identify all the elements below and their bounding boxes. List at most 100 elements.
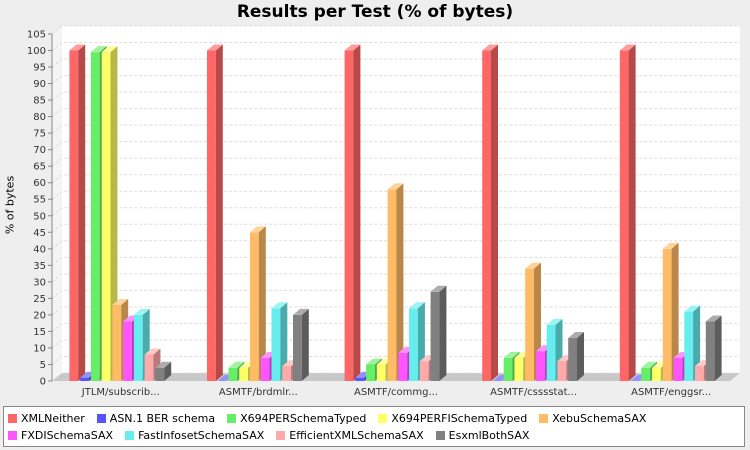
y-gridline: [51, 58, 740, 68]
y-gridline: [51, 75, 740, 84]
bar-front: [514, 357, 524, 381]
bar-top: [525, 262, 541, 269]
legend-label: X694PERSchemaTyped: [240, 411, 367, 425]
legend-swatch: [227, 413, 237, 423]
y-gridline: [51, 306, 740, 316]
bar-top: [546, 318, 563, 325]
bar-top: [482, 44, 498, 51]
y-gridline: [51, 141, 740, 151]
legend-item: EsxmlBothSAX: [435, 427, 529, 444]
bar-side: [396, 183, 404, 381]
bar-top: [69, 44, 86, 51]
bar-side: [164, 361, 172, 381]
bar-top: [430, 285, 447, 292]
bar-side: [577, 332, 584, 381]
bar-side: [714, 315, 722, 381]
bar-front: [80, 377, 89, 381]
bar-front: [293, 314, 302, 381]
bar-front: [355, 377, 365, 381]
bar-side: [110, 46, 118, 382]
bar-top: [503, 351, 520, 358]
bar-front: [419, 361, 429, 381]
bar-front: [705, 321, 715, 381]
bar-front: [155, 367, 165, 381]
x-tick-label: ASMTF/csssstat...: [490, 387, 577, 398]
bar-side: [439, 285, 447, 381]
bar-front: [695, 366, 704, 381]
y-gridline: [51, 372, 740, 382]
bar-top: [207, 44, 223, 51]
y-gridline: [51, 289, 740, 299]
legend-swatch: [276, 430, 286, 440]
legend-swatch: [539, 413, 549, 423]
bar-top: [101, 46, 118, 53]
y-gridline: [51, 42, 740, 51]
bar-front: [557, 361, 567, 381]
bar-side: [258, 226, 266, 381]
legend-swatch: [8, 413, 17, 423]
bar-front: [430, 291, 440, 381]
bar-top: [684, 305, 701, 312]
bar-side: [280, 302, 288, 381]
y-gridline: [51, 322, 740, 332]
bar-top: [293, 308, 309, 315]
bar-front: [144, 354, 154, 381]
bar-top: [112, 298, 129, 305]
y-tick-label: 20: [33, 310, 46, 321]
bar-top: [366, 358, 382, 365]
y-gridline: [51, 207, 740, 217]
bar-front: [387, 189, 397, 381]
bar-front: [366, 364, 375, 381]
bar-front: [503, 357, 513, 381]
bar-front: [271, 308, 281, 381]
y-gridline: [51, 240, 740, 250]
bar-top: [568, 332, 584, 339]
x-tick-label: ASMTF/brdmlr...: [219, 387, 298, 398]
bar-front: [239, 367, 249, 381]
bar-side: [628, 44, 636, 382]
bar-front: [535, 351, 545, 381]
legend-swatch: [8, 430, 17, 440]
y-tick-label: 85: [33, 96, 46, 107]
y-gridline: [51, 339, 740, 349]
bar-chart: 0 5 10 15 20 25 30 35 40 45 50 55 60 65 70 75 80 85 90 95 10…: [27, 25, 740, 398]
y-tick-label: 5: [40, 360, 46, 371]
y-tick-label: 10: [33, 343, 46, 354]
legend-item: XebuSchemaSAX: [539, 410, 646, 427]
y-gridline: [51, 223, 740, 233]
y-gridline: [51, 91, 740, 101]
legend-item: FastInfosetSchemaSAX: [125, 427, 264, 444]
y-tick-label: 40: [33, 244, 46, 255]
bar-front: [398, 352, 408, 381]
bar-front: [344, 50, 354, 382]
bar-front: [376, 364, 386, 381]
bar-front: [409, 308, 418, 381]
bar-top: [387, 183, 404, 190]
y-gridline: [51, 256, 740, 266]
bar-front: [641, 367, 651, 381]
bar-front: [282, 366, 292, 381]
bar-top: [155, 361, 172, 368]
y-gridline: [51, 273, 740, 283]
bar-front: [482, 50, 491, 382]
y-gridline: [51, 174, 740, 184]
y-tick-label: 90: [33, 79, 46, 90]
x-tick-label: ASMTF/enggsr...: [631, 387, 711, 398]
bar-front: [652, 367, 661, 381]
bar-front: [662, 248, 672, 381]
bar-top: [90, 46, 107, 53]
y-tick-label: 70: [33, 145, 46, 156]
bar-front: [673, 357, 683, 381]
legend-item: ASN.1 BER schema: [96, 410, 215, 427]
legend-label: FXDISchemaSAX: [21, 428, 114, 442]
bar-top: [271, 302, 288, 309]
y-tick-label: 60: [33, 178, 46, 189]
y-tick-label: 0: [40, 377, 46, 388]
bar-front: [123, 321, 132, 381]
y-gridline: [51, 190, 740, 200]
legend-label: XMLNeither: [21, 411, 85, 425]
bar-front: [546, 324, 556, 381]
legend-item: EfficientXMLSchemaSAX: [276, 427, 424, 444]
legend-label: EfficientXMLSchemaSAX: [289, 428, 424, 442]
y-tick-label: 100: [27, 46, 46, 57]
